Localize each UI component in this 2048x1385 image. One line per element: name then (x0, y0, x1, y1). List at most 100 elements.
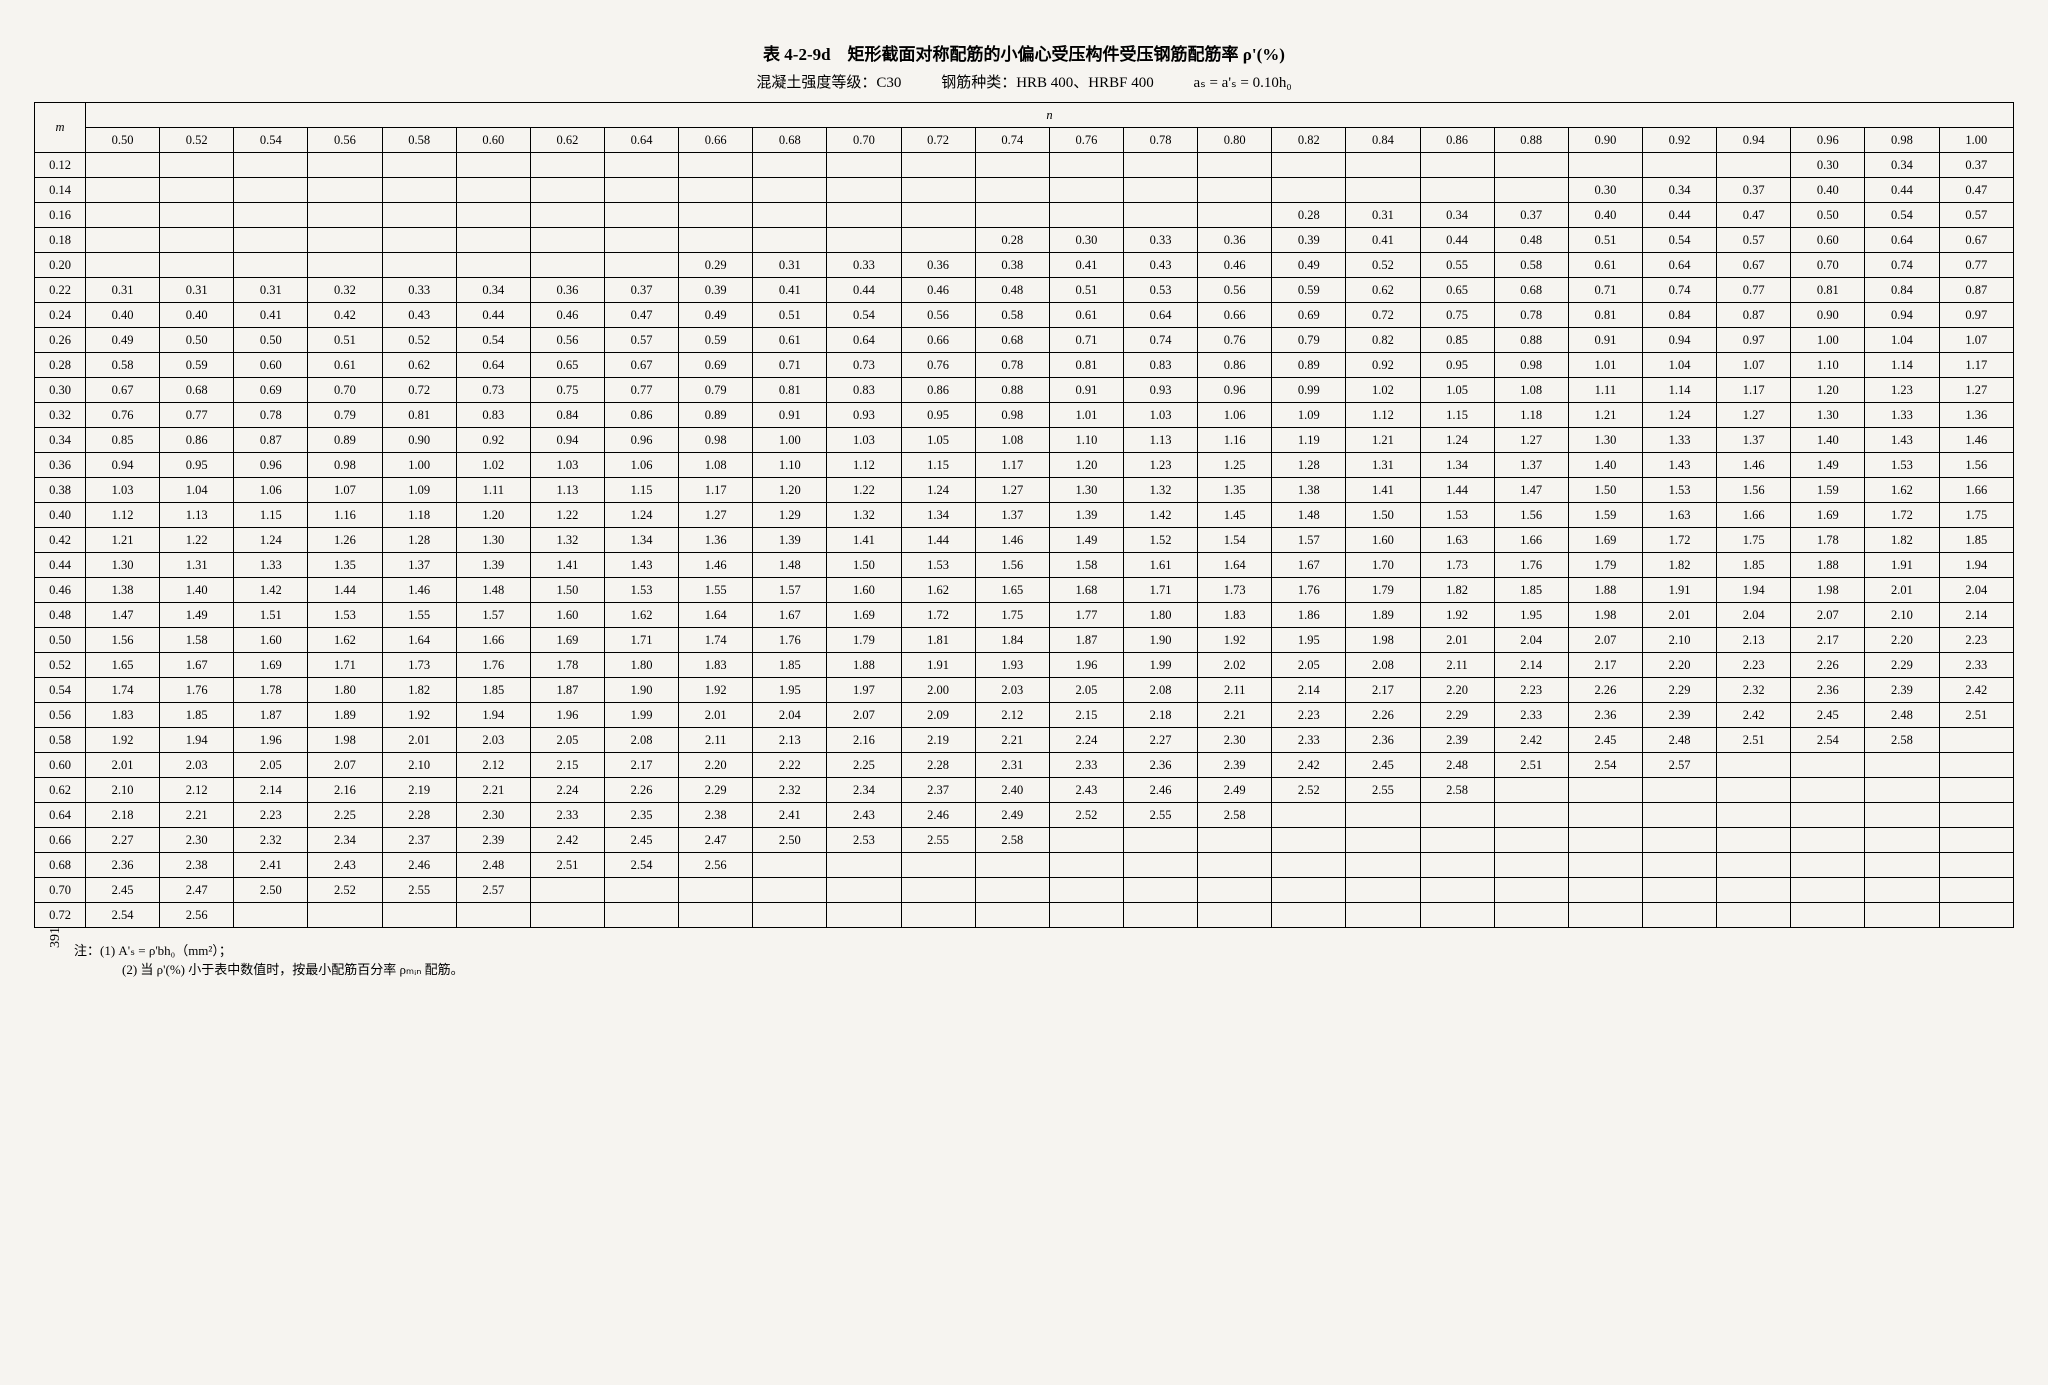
data-cell: 0.60 (234, 353, 308, 378)
data-cell: 1.09 (382, 478, 456, 503)
data-cell (1642, 153, 1716, 178)
data-cell: 2.51 (530, 853, 604, 878)
data-cell: 2.27 (86, 828, 160, 853)
table-row: 0.360.940.950.960.981.001.021.031.061.08… (35, 453, 2014, 478)
data-cell (1049, 903, 1123, 928)
m-cell: 0.44 (35, 553, 86, 578)
data-cell: 1.24 (901, 478, 975, 503)
data-cell: 2.01 (86, 753, 160, 778)
data-cell: 1.54 (1198, 528, 1272, 553)
n-col-header: 0.70 (827, 128, 901, 153)
data-cell: 2.50 (753, 828, 827, 853)
data-cell: 0.50 (234, 328, 308, 353)
data-cell: 1.83 (679, 653, 753, 678)
data-cell: 2.23 (1939, 628, 2013, 653)
data-cell: 1.88 (1791, 553, 1865, 578)
data-cell (679, 228, 753, 253)
data-cell: 1.13 (530, 478, 604, 503)
data-cell (1049, 828, 1123, 853)
m-cell: 0.28 (35, 353, 86, 378)
data-cell: 0.75 (1420, 303, 1494, 328)
data-cell: 2.14 (1939, 603, 2013, 628)
table-row: 0.120.300.340.37 (35, 153, 2014, 178)
data-cell: 2.56 (160, 903, 234, 928)
data-cell: 2.32 (753, 778, 827, 803)
data-cell (234, 253, 308, 278)
m-cell: 0.48 (35, 603, 86, 628)
subtitle-concrete: 混凝土强度等级：C30 (756, 75, 901, 91)
data-cell: 0.48 (1494, 228, 1568, 253)
data-cell: 2.08 (604, 728, 678, 753)
data-cell: 1.62 (901, 578, 975, 603)
data-cell: 0.88 (1494, 328, 1568, 353)
data-cell: 2.47 (679, 828, 753, 853)
data-cell: 1.92 (679, 678, 753, 703)
data-cell: 1.63 (1642, 503, 1716, 528)
data-cell (530, 153, 604, 178)
data-cell: 2.36 (1123, 753, 1197, 778)
data-cell: 1.27 (679, 503, 753, 528)
table-row: 0.501.561.581.601.621.641.661.691.711.74… (35, 628, 2014, 653)
data-cell (1717, 878, 1791, 903)
data-cell: 0.33 (1123, 228, 1197, 253)
data-cell (456, 253, 530, 278)
data-cell (975, 178, 1049, 203)
data-cell: 1.85 (1717, 553, 1791, 578)
data-cell: 2.21 (975, 728, 1049, 753)
data-cell: 2.46 (1123, 778, 1197, 803)
data-cell: 0.77 (1717, 278, 1791, 303)
data-cell: 1.69 (234, 653, 308, 678)
data-cell (679, 878, 753, 903)
data-cell: 0.28 (1272, 203, 1346, 228)
data-cell: 2.28 (901, 753, 975, 778)
data-cell: 1.60 (827, 578, 901, 603)
data-cell: 1.15 (901, 453, 975, 478)
data-cell: 0.34 (456, 278, 530, 303)
data-cell: 1.24 (604, 503, 678, 528)
data-cell: 1.76 (753, 628, 827, 653)
data-cell: 1.90 (604, 678, 678, 703)
data-cell: 1.74 (679, 628, 753, 653)
data-cell: 0.31 (86, 278, 160, 303)
data-cell (234, 903, 308, 928)
data-cell: 0.74 (1642, 278, 1716, 303)
data-cell: 1.17 (679, 478, 753, 503)
data-cell: 1.23 (1865, 378, 1939, 403)
data-cell: 0.56 (1198, 278, 1272, 303)
data-cell: 1.29 (753, 503, 827, 528)
data-cell: 1.40 (1791, 428, 1865, 453)
m-cell: 0.46 (35, 578, 86, 603)
n-col-header: 0.58 (382, 128, 456, 153)
data-cell: 0.57 (1717, 228, 1791, 253)
data-cell: 1.20 (753, 478, 827, 503)
data-cell: 1.64 (1198, 553, 1272, 578)
table-row: 0.622.102.122.142.162.192.212.242.262.29… (35, 778, 2014, 803)
data-cell: 1.15 (234, 503, 308, 528)
table-row: 0.481.471.491.511.531.551.571.601.621.64… (35, 603, 2014, 628)
data-cell: 0.69 (234, 378, 308, 403)
data-cell: 2.48 (1642, 728, 1716, 753)
data-cell (604, 878, 678, 903)
data-cell: 1.37 (1717, 428, 1791, 453)
data-cell (975, 203, 1049, 228)
data-cell (308, 153, 382, 178)
data-cell: 0.40 (1568, 203, 1642, 228)
table-row: 0.602.012.032.052.072.102.122.152.172.20… (35, 753, 2014, 778)
data-cell: 1.80 (308, 678, 382, 703)
data-cell: 0.67 (1939, 228, 2013, 253)
data-cell: 1.53 (604, 578, 678, 603)
data-cell: 0.59 (679, 328, 753, 353)
data-cell (604, 228, 678, 253)
data-cell (530, 903, 604, 928)
data-cell: 1.98 (308, 728, 382, 753)
data-cell: 2.17 (604, 753, 678, 778)
data-cell: 0.47 (604, 303, 678, 328)
data-cell: 0.81 (382, 403, 456, 428)
data-cell: 0.42 (308, 303, 382, 328)
data-cell: 0.94 (1865, 303, 1939, 328)
table-row: 0.180.280.300.330.360.390.410.440.480.51… (35, 228, 2014, 253)
data-cell: 0.36 (1198, 228, 1272, 253)
data-cell: 2.22 (753, 753, 827, 778)
data-cell: 1.58 (160, 628, 234, 653)
data-cell: 1.85 (1939, 528, 2013, 553)
